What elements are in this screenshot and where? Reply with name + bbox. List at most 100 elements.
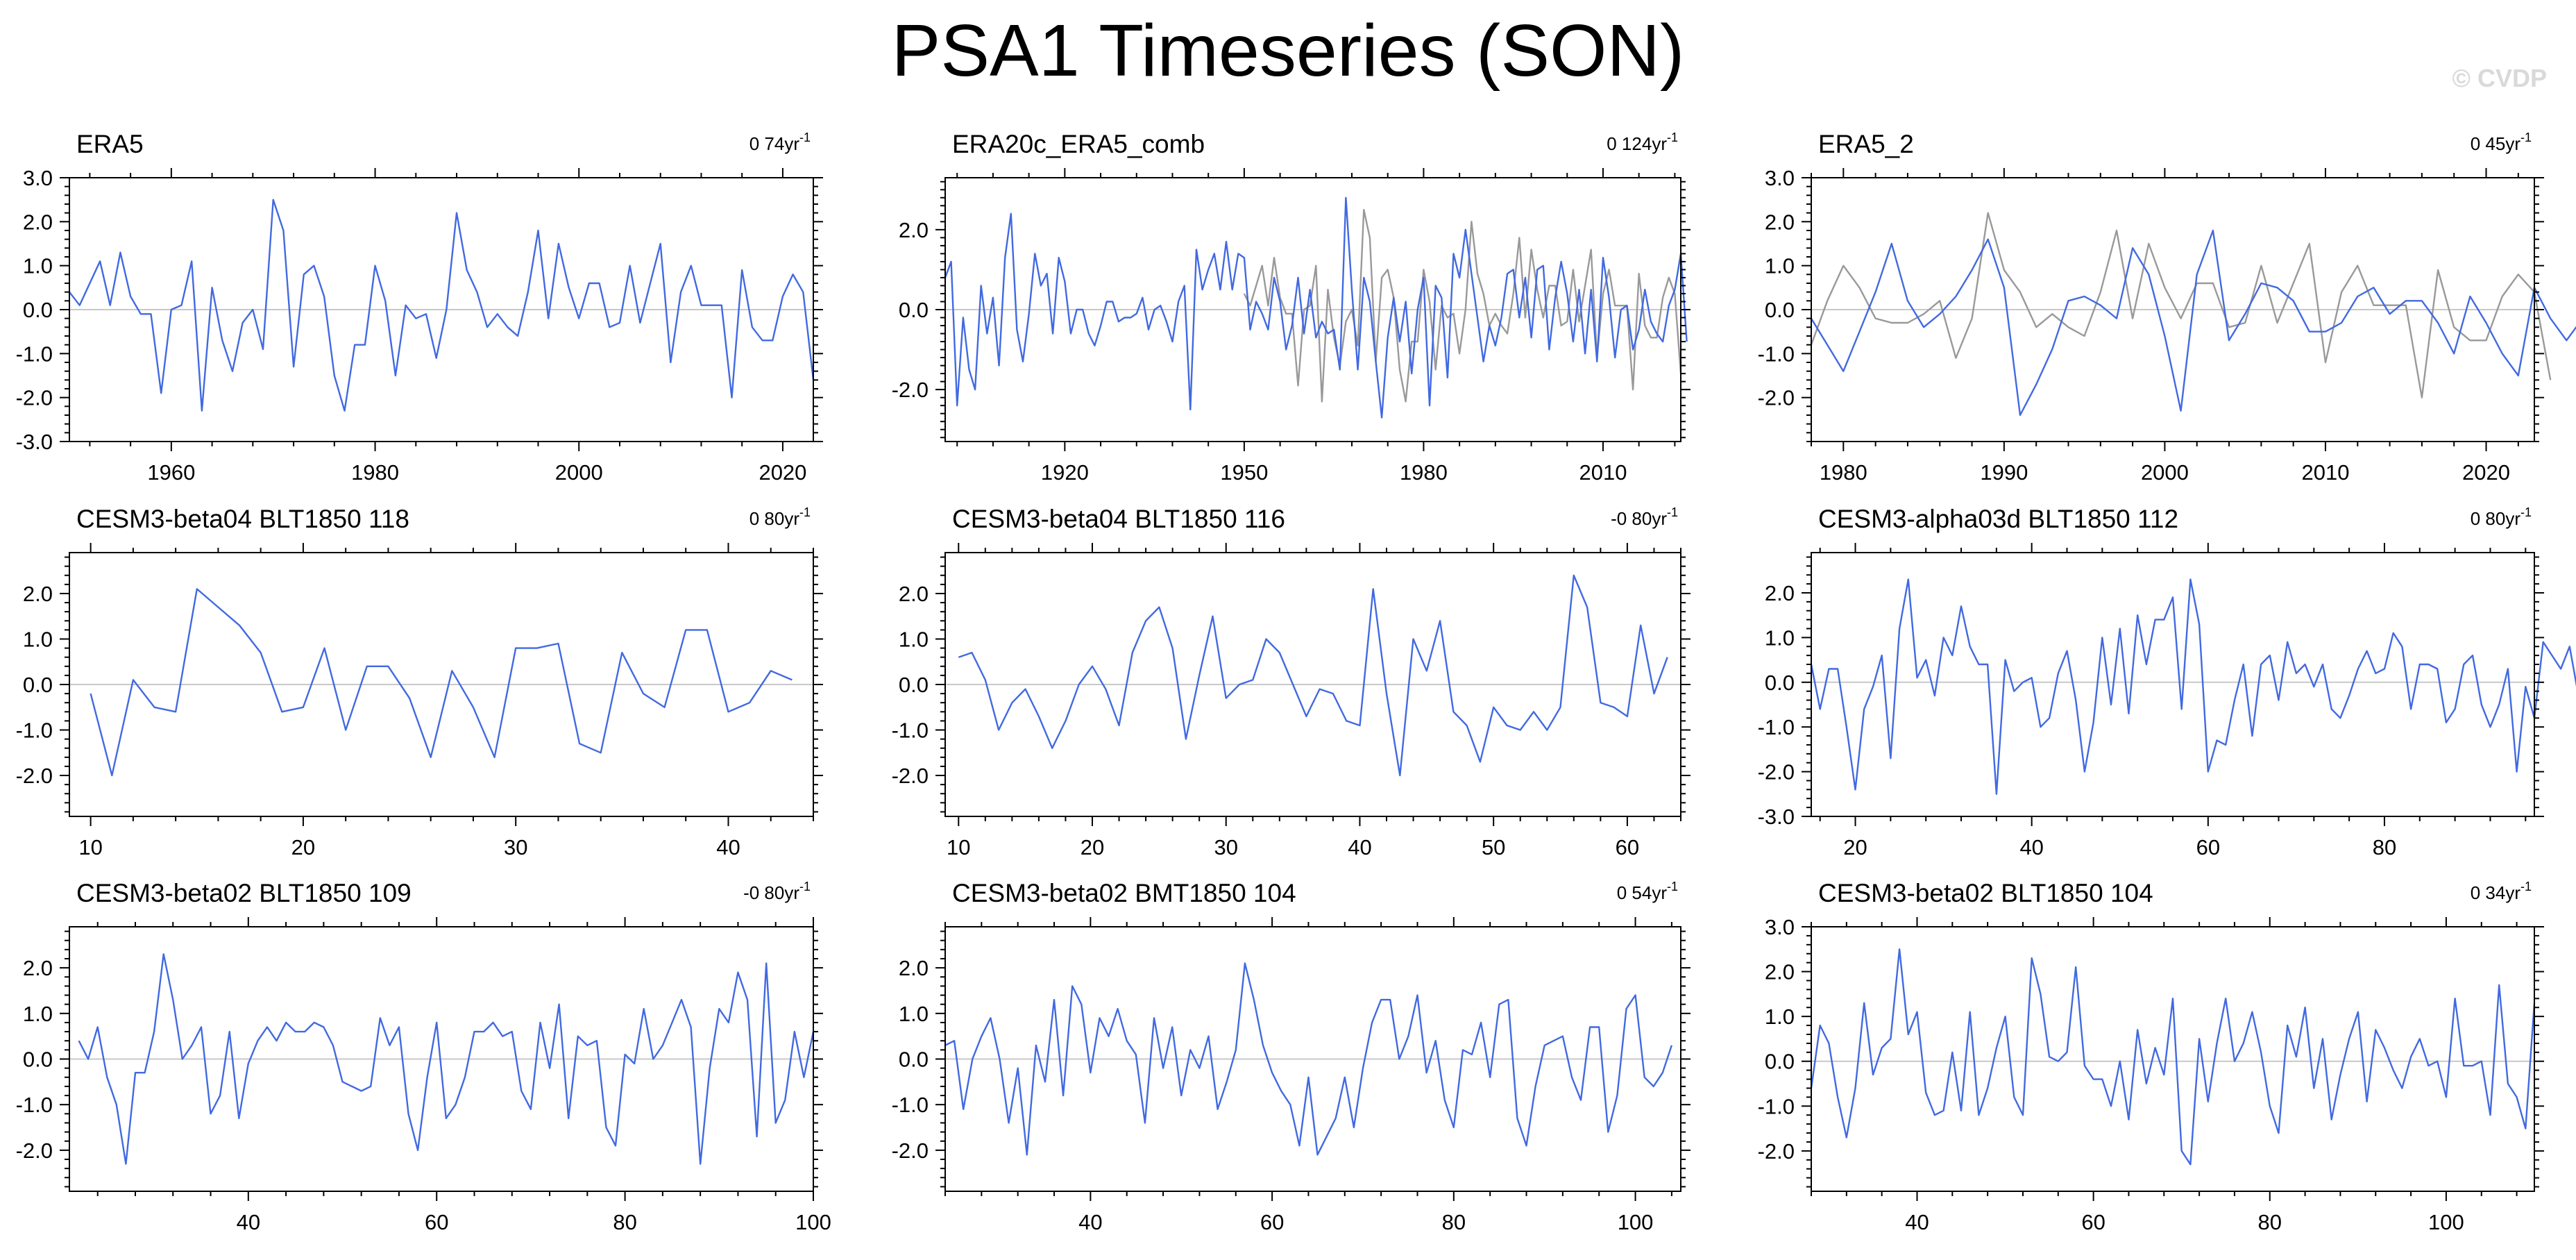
y-tick-label: 1.0: [23, 627, 53, 651]
y-tick-label: 2.0: [23, 582, 53, 606]
y-tick-label: 0.0: [23, 298, 53, 322]
y-tick-label: -1.0: [16, 342, 53, 366]
trend-value: -0 80yr: [1611, 508, 1667, 529]
cvdp-watermark: © CVDP: [2452, 64, 2547, 92]
y-tick-label: 2.0: [23, 956, 53, 980]
chart-panel-4: 10 20 30 40 -2.0 -1.0 0.0 1.0 2.0 CESM3-beta04 BL…: [16, 505, 823, 859]
y-tick-label: 3.0: [1765, 166, 1795, 190]
trend-value: 0 124yr: [1607, 133, 1667, 154]
x-tick-label: 60: [425, 1210, 448, 1234]
trend-label: 0 54yr-1: [1617, 880, 1678, 903]
y-tick-label: 1.0: [1765, 254, 1795, 278]
y-tick-label: -2.0: [16, 764, 53, 788]
x-tick-label: 40: [1078, 1210, 1102, 1234]
y-tick-label: -3.0: [16, 430, 53, 454]
series-line-1: [958, 574, 1668, 777]
y-tick-label: 2.0: [1765, 960, 1795, 984]
x-tick-label: 2020: [2462, 460, 2510, 485]
panel-title: CESM3-beta04 BLT1850 116: [952, 505, 1285, 533]
y-tick-label: 2.0: [23, 210, 53, 234]
x-tick-label: 20: [291, 835, 315, 859]
x-tick-label: 20: [1081, 835, 1104, 859]
y-tick-label: -1.0: [892, 719, 929, 743]
x-tick-label: 40: [1905, 1210, 1929, 1234]
x-tick-label: 2010: [1579, 460, 1627, 485]
series-line-1: [1810, 212, 2552, 398]
x-tick-label: 2000: [555, 460, 603, 485]
y-tick-label: 1.0: [1765, 1005, 1795, 1029]
trend-value: 0 54yr: [1617, 882, 1668, 903]
y-tick-label: -1.0: [16, 1093, 53, 1117]
x-tick-label: 20: [1843, 835, 1867, 859]
panel-title: CESM3-beta02 BMT1850 104: [952, 879, 1296, 907]
x-tick-label: 60: [1616, 835, 1639, 859]
x-tick-label: 40: [237, 1210, 260, 1234]
trend-label: 0 74yr-1: [749, 131, 811, 154]
main-title: PSA1 Timeseries (SON): [891, 10, 1685, 92]
y-tick-label: 1.0: [1765, 625, 1795, 650]
x-tick-label: 40: [716, 835, 740, 859]
trend-value: 0 74yr: [749, 133, 800, 154]
y-tick-label: 0.0: [1765, 1050, 1795, 1074]
x-tick-label: 60: [2081, 1210, 2105, 1234]
series-line-1: [69, 199, 815, 412]
y-tick-label: -1.0: [1758, 715, 1795, 739]
series-line-2: [1810, 229, 2576, 417]
y-tick-label: 3.0: [1765, 915, 1795, 939]
y-tick-label: 1.0: [899, 1002, 929, 1026]
chart-panel-9: 40 60 80 100 -2.0 -1.0 0.0 1.0 2.0 3.0 CESM3-beta0…: [1758, 879, 2544, 1234]
y-tick-label: 0.0: [899, 298, 929, 322]
trend-unit-exponent: -1: [799, 880, 811, 893]
x-tick-label: 2020: [759, 460, 806, 485]
chart-panel-8: 40 60 80 100 -2.0 -1.0 0.0 1.0 2.0 CESM3-beta02 B…: [892, 879, 1690, 1234]
panel-title: CESM3-beta02 BLT1850 109: [76, 879, 412, 907]
x-tick-label: 80: [2258, 1210, 2282, 1234]
trend-unit-exponent: -1: [2520, 505, 2532, 519]
trend-unit-exponent: -1: [1667, 505, 1678, 519]
series-line-1: [1810, 578, 2576, 796]
y-tick-label: -2.0: [16, 386, 53, 410]
chart-panel-7: 40 60 80 100 -2.0 -1.0 0.0 1.0 2.0 CESM3-beta02 B…: [16, 879, 831, 1234]
trend-unit-exponent: -1: [1667, 131, 1678, 144]
series-line-1: [1810, 948, 2536, 1166]
y-tick-label: 0.0: [1765, 298, 1795, 322]
y-tick-label: 1.0: [23, 1002, 53, 1026]
y-tick-label: 2.0: [1765, 581, 1795, 605]
trend-unit-exponent: -1: [2520, 880, 2532, 893]
y-tick-label: 1.0: [899, 627, 929, 651]
y-tick-label: -1.0: [16, 719, 53, 743]
y-tick-label: 0.0: [899, 673, 929, 697]
trend-label: 0 80yr-1: [2471, 505, 2532, 529]
trend-value: -0 80yr: [743, 882, 799, 903]
x-tick-label: 100: [2428, 1210, 2464, 1234]
y-tick-label: 0.0: [1765, 671, 1795, 695]
chart-panel-2: 1920 1950 1980 2010 -2.0 0.0 2.0 ERA20c_ERA5_co…: [892, 130, 1690, 485]
chart-panel-3: 1980 1990 2000 2010 2020 -2.0 -1.0 0.0 1.0 2.0 3.0…: [1758, 130, 2576, 485]
x-tick-label: 60: [1260, 1210, 1284, 1234]
y-tick-label: -2.0: [892, 764, 929, 788]
series-line-1: [944, 962, 1673, 1156]
x-tick-label: 40: [1348, 835, 1371, 859]
panel-title: CESM3-alpha03d BLT1850 112: [1818, 505, 2178, 533]
x-tick-label: 60: [2196, 835, 2220, 859]
x-tick-label: 30: [1214, 835, 1237, 859]
y-tick-label: 2.0: [899, 956, 929, 980]
trend-label: 0 80yr-1: [749, 505, 811, 529]
trend-value: 0 80yr: [749, 508, 800, 529]
y-tick-label: -2.0: [892, 378, 929, 402]
y-tick-label: -2.0: [892, 1139, 929, 1163]
trend-unit-exponent: -1: [799, 505, 811, 519]
x-tick-label: 80: [613, 1210, 636, 1234]
x-tick-label: 100: [1618, 1210, 1654, 1234]
x-tick-label: 30: [504, 835, 527, 859]
chart-panel-6: 20 40 60 80 -3.0 -2.0 -1.0 0.0 1.0 2.0 CESM3-alpha…: [1758, 505, 2576, 859]
y-tick-label: -2.0: [1758, 386, 1795, 410]
y-tick-label: 3.0: [23, 166, 53, 190]
trend-value: 0 80yr: [2471, 508, 2521, 529]
x-tick-label: 1920: [1041, 460, 1089, 485]
trend-value: 0 34yr: [2471, 882, 2521, 903]
panel-title: ERA5: [76, 130, 144, 158]
trend-label: 0 124yr-1: [1607, 131, 1678, 154]
x-tick-label: 40: [2019, 835, 2043, 859]
y-tick-label: 0.0: [23, 673, 53, 697]
